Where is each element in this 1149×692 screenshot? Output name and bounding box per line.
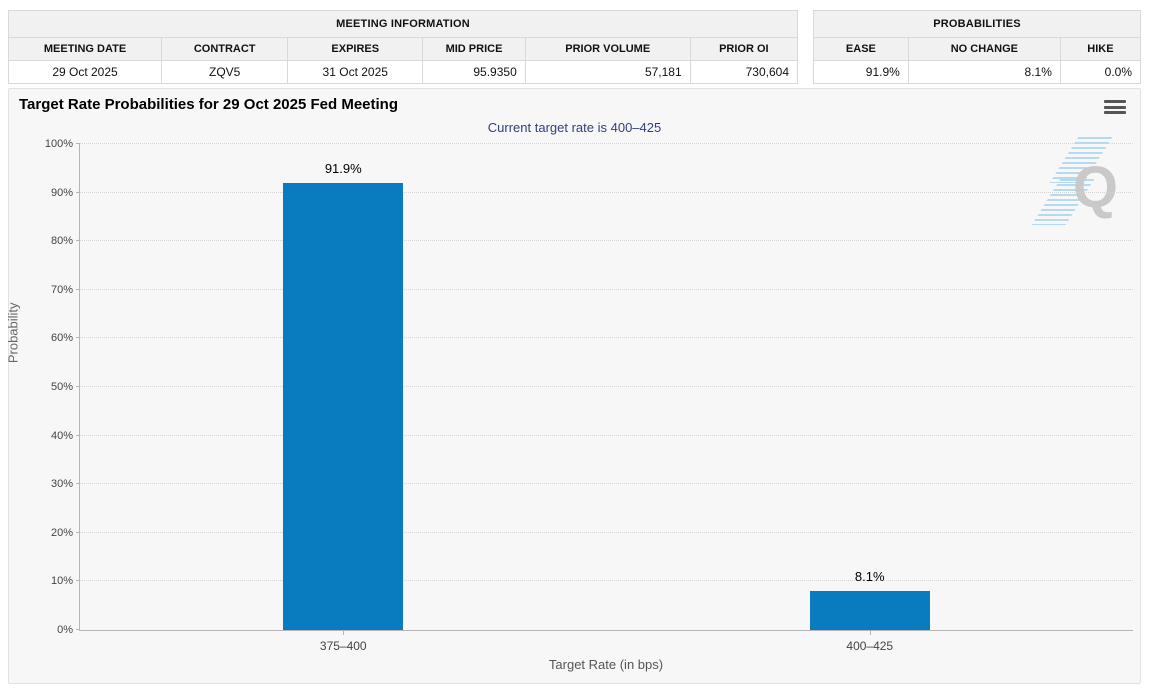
y-tick-label: 0% <box>57 624 73 636</box>
y-tick-mark <box>76 483 80 485</box>
probability-bar <box>809 590 930 630</box>
x-axis-title: Target Rate (in bps) <box>548 657 664 672</box>
chart-panel: Target Rate Probabilities for 29 Oct 202… <box>5 88 1141 684</box>
meeting-information-table: MEETING INFORMATION MEETING DATE CONTRAC… <box>7 10 799 84</box>
meeting-date-value: 29 Oct 2025 <box>7 60 163 84</box>
expires-value: 31 Oct 2025 <box>287 60 424 84</box>
y-axis-title: Probability <box>5 302 21 364</box>
hamburger-menu-icon[interactable] <box>1104 99 1126 115</box>
prior-volume-value: 57,181 <box>524 60 691 84</box>
probability-bar <box>283 183 404 630</box>
y-gridline <box>80 143 1133 144</box>
y-tick-label: 40% <box>50 429 73 442</box>
probabilities-table: PROBABILITIES EASE NO CHANGE HIKE 91.9% … <box>813 10 1142 84</box>
y-gridline <box>80 240 1133 242</box>
y-tick-mark <box>76 629 80 630</box>
col-prior-volume: PRIOR VOLUME <box>524 37 691 61</box>
chart-subtitle: Current target rate is 400–425 <box>487 120 662 135</box>
meeting-information-row: 29 Oct 2025 ZQV5 31 Oct 2025 95.9350 57,… <box>7 60 799 84</box>
col-hike: HIKE <box>1059 37 1142 61</box>
y-gridline <box>80 531 1133 533</box>
y-tick-label: 80% <box>50 235 73 248</box>
y-gridline <box>80 337 1133 339</box>
y-gridline <box>80 434 1133 436</box>
meeting-information-header: MEETING INFORMATION <box>8 10 798 38</box>
ease-value: 91.9% <box>813 60 909 84</box>
col-expires: EXPIRES <box>287 37 424 61</box>
x-tick-label: 375–400 <box>319 639 367 653</box>
col-mid-price: MID PRICE <box>422 37 526 61</box>
y-gridline <box>80 580 1133 582</box>
y-tick-label: 20% <box>50 526 73 539</box>
col-ease: EASE <box>813 37 909 61</box>
y-tick-mark <box>76 191 80 193</box>
y-gridline <box>80 191 1133 193</box>
y-gridline <box>80 386 1133 387</box>
contract-value: ZQV5 <box>161 60 289 84</box>
y-tick-mark <box>76 531 80 533</box>
y-tick-mark <box>76 434 80 436</box>
bar-value-label: 91.9% <box>324 161 362 177</box>
prior-oi-value: 730,604 <box>689 60 799 84</box>
x-tick-mark <box>869 630 871 635</box>
y-tick-mark <box>76 580 80 582</box>
chart-title: Target Rate Probabilities for 29 Oct 202… <box>19 96 398 113</box>
no-change-value: 8.1% <box>907 60 1061 84</box>
y-tick-mark <box>76 240 80 242</box>
y-tick-label: 70% <box>50 283 73 296</box>
y-tick-mark <box>76 337 80 339</box>
y-tick-mark <box>76 288 80 290</box>
plot-area: 0% 10% 20% 30% 40% 50% 60% 70% 80% 90% 100% 91.9% 37… <box>45 138 1133 653</box>
y-tick-label: 30% <box>50 478 73 491</box>
col-meeting-date: MEETING DATE <box>7 37 163 61</box>
hike-value: 0.0% <box>1059 60 1142 84</box>
x-tick-mark <box>343 630 345 635</box>
col-prior-oi: PRIOR OI <box>689 37 799 61</box>
probabilities-row: 91.9% 8.1% 0.0% <box>813 60 1142 84</box>
y-tick-mark <box>76 143 80 144</box>
y-tick-label: 50% <box>50 381 73 393</box>
y-gridline <box>80 288 1133 290</box>
bar-value-label: 8.1% <box>854 568 885 584</box>
y-tick-mark <box>76 386 80 387</box>
mid-price-value: 95.9350 <box>422 60 526 84</box>
y-tick-label: 60% <box>50 332 73 345</box>
y-tick-label: 10% <box>50 575 73 588</box>
y-gridline <box>80 483 1133 485</box>
y-tick-label: 100% <box>44 138 73 150</box>
col-no-change: NO CHANGE <box>907 37 1061 61</box>
x-tick-label: 400–425 <box>846 639 894 653</box>
y-tick-label: 90% <box>50 186 73 199</box>
probabilities-header: PROBABILITIES <box>813 10 1141 38</box>
col-contract: CONTRACT <box>161 37 289 61</box>
